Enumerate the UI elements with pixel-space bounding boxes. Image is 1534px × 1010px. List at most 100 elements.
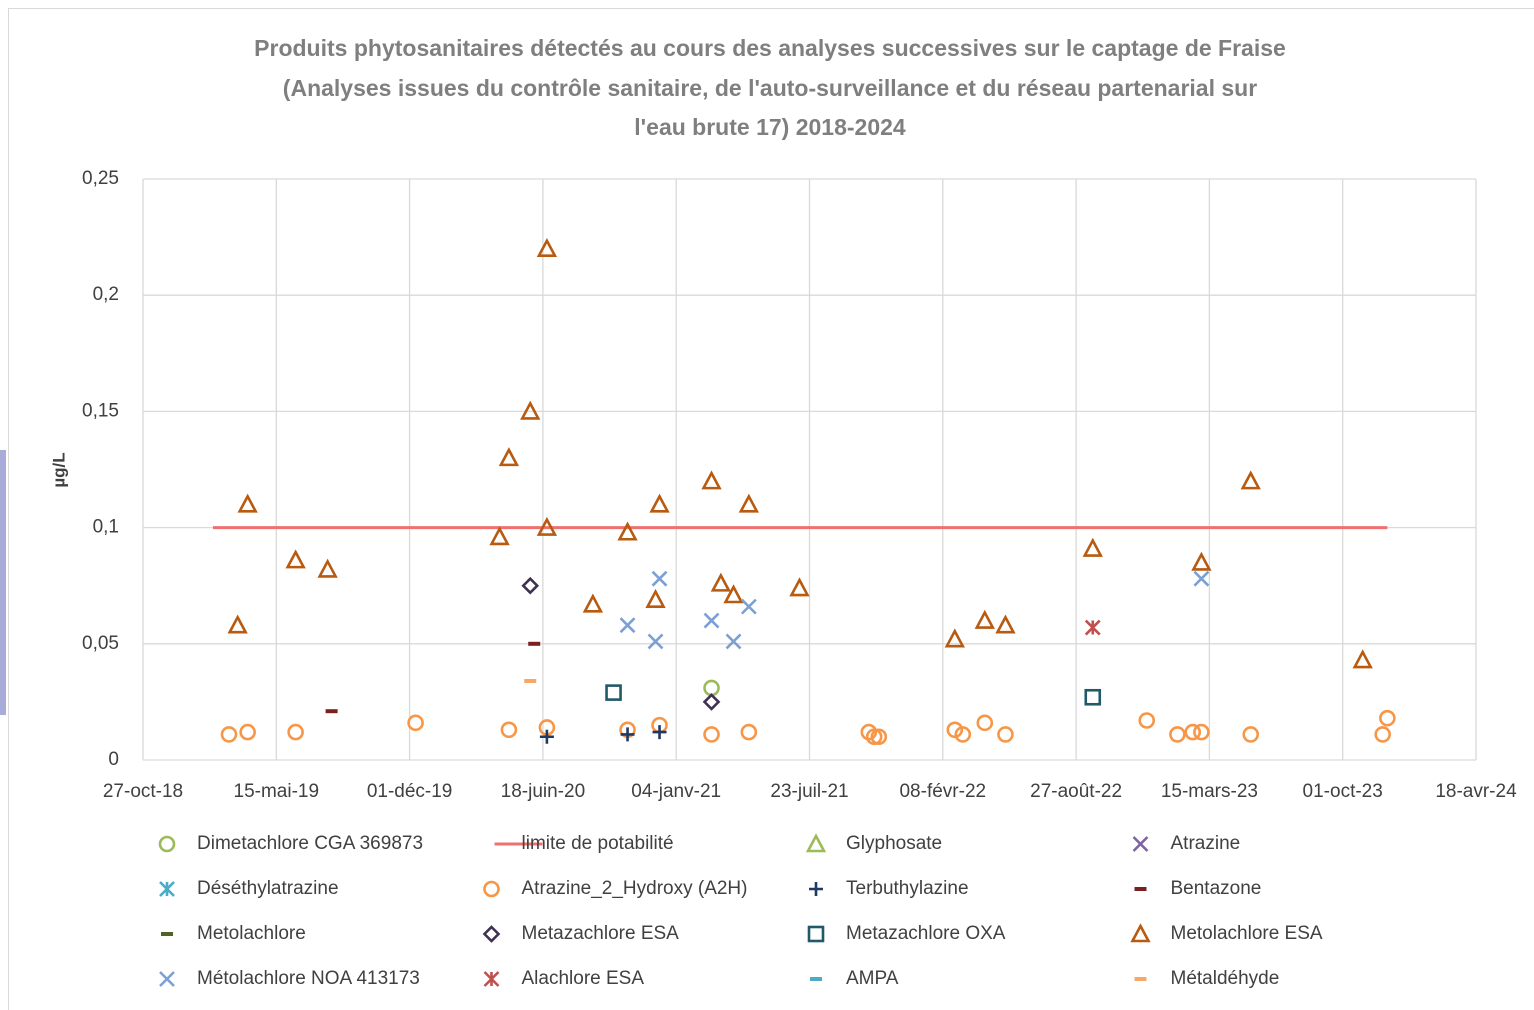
point	[702, 693, 721, 711]
y-tick-label: 0,05	[82, 633, 119, 654]
point	[407, 714, 424, 732]
legend-marker	[482, 925, 501, 943]
x-tick-label: 15-mai-19	[234, 781, 320, 802]
point	[738, 493, 760, 513]
point	[645, 588, 666, 608]
x-tick-label: 01-déc-19	[367, 781, 453, 802]
y-tick-label: 0,15	[82, 400, 119, 421]
point	[1084, 688, 1102, 706]
legend-marker	[809, 882, 823, 896]
x-tick-label: 23-juil-21	[770, 781, 848, 802]
point	[536, 516, 558, 536]
legend-marker	[1130, 923, 1151, 943]
legend-label: Atrazine_2_Hydroxy (A2H)	[522, 878, 748, 899]
point	[1242, 726, 1260, 743]
chart-frame	[8, 8, 1534, 1010]
point	[789, 577, 810, 597]
point	[1169, 726, 1186, 743]
point	[944, 628, 965, 648]
legend-label: Atrazine	[1171, 833, 1241, 854]
x-tick-label: 08-févr-22	[899, 781, 986, 802]
point	[946, 721, 964, 739]
point	[617, 521, 638, 541]
point	[1084, 619, 1101, 636]
point	[287, 723, 304, 741]
x-tick-label: 01-oct-23	[1303, 781, 1383, 802]
legend-marker	[807, 925, 825, 943]
legend-label: Bentazone	[1171, 878, 1262, 899]
point	[647, 633, 664, 650]
legend-marker	[159, 971, 175, 987]
legend-marker	[483, 971, 500, 987]
point	[489, 526, 510, 546]
point	[605, 684, 622, 701]
point	[620, 727, 635, 742]
point	[1193, 570, 1210, 587]
point	[703, 726, 720, 743]
point	[740, 723, 758, 741]
legend-label: AMPA	[846, 968, 899, 989]
legend-label: Metazachlore ESA	[522, 923, 680, 944]
point	[997, 726, 1014, 743]
point	[536, 237, 558, 258]
x-tick-label: 15-mars-23	[1161, 781, 1258, 802]
legend-label: Déséthylatrazine	[197, 878, 339, 899]
chart-title: Produits phytosanitaires détectés au cou…	[254, 35, 1286, 61]
point	[1352, 649, 1373, 669]
point	[710, 572, 732, 592]
legend-label: Metolachlore	[197, 923, 306, 944]
point	[237, 493, 258, 513]
point	[619, 617, 636, 634]
y-tick-label: 0,2	[93, 284, 119, 305]
point	[498, 447, 520, 467]
chart-title: l'eau brute 17) 2018-2024	[634, 114, 906, 140]
point	[870, 728, 888, 746]
legend-marker	[483, 880, 500, 898]
point	[725, 633, 742, 650]
point	[285, 549, 306, 569]
point	[723, 584, 744, 604]
point	[1193, 723, 1210, 741]
point	[703, 612, 720, 629]
point	[227, 614, 248, 634]
point	[520, 400, 541, 420]
point	[974, 609, 995, 629]
point	[1379, 709, 1396, 727]
legend-label: Metazachlore OXA	[846, 923, 1006, 944]
y-axis-label: µg/L	[49, 452, 68, 487]
point	[1240, 470, 1261, 490]
legend-label: Métolachlore NOA 413173	[197, 968, 420, 989]
point	[539, 729, 554, 744]
point	[995, 614, 1016, 634]
y-tick-label: 0,1	[93, 517, 119, 538]
legend-label: Dimetachlore CGA 369873	[197, 833, 423, 854]
legend-label: Metolachlore ESA	[1171, 923, 1323, 944]
side-bar	[0, 450, 6, 715]
legend-marker	[159, 881, 175, 897]
x-tick-label: 27-août-22	[1030, 781, 1122, 802]
point	[865, 728, 883, 746]
point	[582, 593, 604, 613]
x-tick-label: 18-juin-20	[501, 781, 586, 802]
point	[740, 598, 757, 615]
point	[317, 558, 338, 578]
point	[500, 721, 518, 739]
y-tick-label: 0,25	[82, 168, 119, 189]
point	[701, 470, 722, 490]
point	[651, 570, 668, 587]
point	[239, 723, 256, 741]
legend-marker	[158, 835, 176, 853]
point	[1138, 712, 1156, 729]
legend-label: Métaldéhyde	[1171, 968, 1280, 989]
point	[649, 493, 670, 513]
legend-label: Terbuthylazine	[846, 878, 969, 899]
point	[1374, 726, 1391, 743]
point	[1184, 723, 1202, 741]
point	[954, 726, 972, 743]
x-tick-label: 27-oct-18	[103, 781, 183, 802]
legend-label: limite de potabilité	[522, 833, 674, 854]
legend-marker	[805, 833, 827, 853]
y-tick-label: 0	[108, 749, 119, 770]
